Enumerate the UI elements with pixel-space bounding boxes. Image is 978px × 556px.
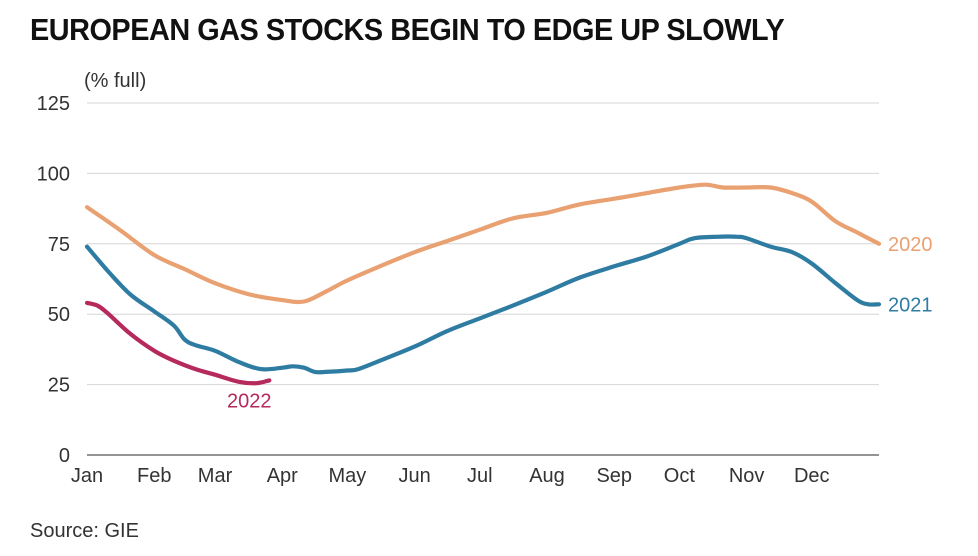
series-lines bbox=[84, 182, 882, 386]
x-tick-label-apr: Apr bbox=[267, 465, 298, 487]
x-axis-ticks: Jan Feb Mar Apr May Jun Jul Aug Sep Oct Nov Dec bbox=[71, 465, 830, 487]
x-tick-label-jul: Jul bbox=[467, 465, 493, 487]
series-label-2021: 2021 bbox=[888, 294, 933, 316]
x-tick-label-jun: Jun bbox=[399, 465, 431, 487]
x-tick-label-oct: Oct bbox=[664, 465, 696, 487]
series-line-2021 bbox=[84, 234, 882, 375]
y-tick-label: 100 bbox=[37, 163, 70, 185]
series-labels: 2020 2021 2022 bbox=[227, 234, 932, 413]
x-tick-label-dec: Dec bbox=[794, 465, 830, 487]
source-note: Source: GIE bbox=[30, 520, 139, 542]
y-axis-unit-label: (% full) bbox=[84, 70, 147, 92]
y-tick-label: 75 bbox=[48, 234, 70, 256]
y-axis-ticks: 0 25 50 75 100 125 bbox=[37, 93, 70, 467]
x-tick-label-aug: Aug bbox=[529, 465, 565, 487]
x-tick-label-nov: Nov bbox=[729, 465, 765, 487]
x-tick-label-may: May bbox=[328, 465, 366, 487]
x-tick-label-mar: Mar bbox=[198, 465, 233, 487]
series-line-2020 bbox=[84, 182, 882, 305]
x-tick-label-jan: Jan bbox=[71, 465, 103, 487]
y-tick-label: 50 bbox=[48, 304, 70, 326]
y-tick-label: 25 bbox=[48, 375, 70, 397]
y-tick-label: 0 bbox=[59, 445, 70, 467]
x-tick-label-feb: Feb bbox=[137, 465, 171, 487]
series-label-2022: 2022 bbox=[227, 390, 272, 412]
grid-lines bbox=[87, 102, 879, 456]
series-line-2022 bbox=[84, 300, 272, 386]
y-tick-label: 125 bbox=[37, 93, 70, 115]
chart-title: EUROPEAN GAS STOCKS BEGIN TO EDGE UP SLO… bbox=[30, 12, 785, 47]
series-label-2020: 2020 bbox=[888, 234, 933, 256]
x-tick-label-sep: Sep bbox=[596, 465, 632, 487]
